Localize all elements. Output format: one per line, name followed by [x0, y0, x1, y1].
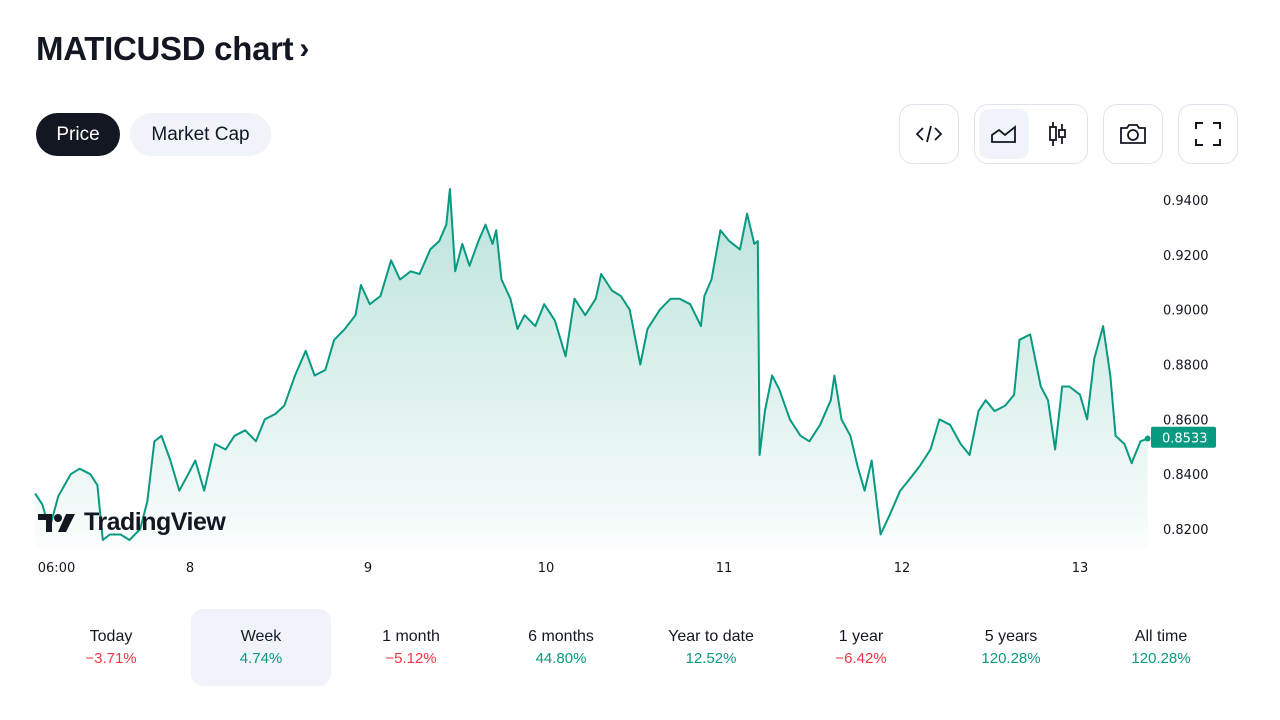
candles-chart-button[interactable]: [1033, 109, 1083, 159]
area-fill: [35, 189, 1148, 548]
period-all-time[interactable]: All time 120.28%: [1086, 609, 1236, 686]
last-price-label: 0.8533: [1162, 432, 1208, 447]
period-5-years[interactable]: 5 years 120.28%: [936, 609, 1086, 686]
period-change: −3.71%: [85, 650, 137, 667]
page-title: MATICUSD chart: [36, 30, 294, 67]
last-price-label-bg: [1151, 426, 1216, 448]
period-label: Year to date: [668, 628, 754, 645]
period-week[interactable]: Week 4.74%: [191, 609, 331, 686]
period-label: Week: [240, 628, 282, 645]
period-label: Today: [89, 628, 133, 645]
embed-code-icon: [915, 125, 943, 143]
embed-code-button[interactable]: [904, 109, 954, 159]
x-tick-label: 06:00: [38, 561, 75, 576]
period-change: −6.42%: [835, 650, 887, 667]
fullscreen-icon: [1195, 122, 1221, 146]
y-tick-label: 0.8600: [1163, 413, 1209, 428]
y-tick-label: 0.9000: [1163, 304, 1209, 319]
x-tick-label: 13: [1072, 561, 1089, 576]
period-change: −5.12%: [385, 650, 437, 667]
embed-button-group: [899, 104, 959, 164]
period-change: 4.74%: [239, 650, 283, 667]
period-label: 5 years: [984, 628, 1038, 645]
period-1-month[interactable]: 1 month −5.12%: [336, 609, 486, 686]
period-change: 12.52%: [685, 650, 737, 667]
snapshot-button-group: [1103, 104, 1163, 164]
last-price-dot: [1144, 435, 1151, 442]
y-tick-label: 0.8200: [1163, 523, 1209, 538]
watermark-text: TradingView: [84, 508, 226, 536]
period-6-months[interactable]: 6 months 44.80%: [486, 609, 636, 686]
x-tick-label: 9: [364, 561, 372, 576]
period-label: 6 months: [528, 628, 594, 645]
fullscreen-button[interactable]: [1183, 109, 1233, 159]
period-today[interactable]: Today −3.71%: [36, 609, 186, 686]
tradingview-logo-icon: [38, 513, 75, 532]
chart-title-link[interactable]: MATICUSD chart ›: [36, 30, 309, 68]
area-chart-button[interactable]: [979, 109, 1029, 159]
y-tick-label: 0.8400: [1163, 468, 1209, 483]
x-tick-label: 11: [716, 561, 733, 576]
price-line: [34, 188, 1148, 541]
period-selector: Today −3.71% Week 4.74% 1 month −5.12% 6 month…: [36, 609, 1236, 686]
fullscreen-button-group: [1178, 104, 1238, 164]
y-tick-label: 0.9400: [1163, 194, 1209, 209]
candles-chart-icon: [1049, 122, 1066, 146]
x-tick-label: 10: [538, 561, 555, 576]
period-label: 1 month: [382, 628, 440, 645]
y-tick-label: 0.8800: [1163, 359, 1209, 374]
price-chart[interactable]: 0.9400 0.9200 0.9000 0.8800 0.8600 0.8400 0.82…: [0, 170, 1280, 590]
x-tick-label: 12: [894, 561, 911, 576]
period-label: 1 year: [838, 628, 884, 645]
period-year-to-date[interactable]: Year to date 12.52%: [636, 609, 786, 686]
camera-icon: [1120, 124, 1146, 144]
chart-type-group: [974, 104, 1088, 164]
area-chart-icon: [991, 125, 1016, 143]
period-change: 44.80%: [535, 650, 587, 667]
y-tick-label: 0.9200: [1163, 249, 1209, 264]
period-change: 120.28%: [1131, 650, 1191, 667]
period-change: 120.28%: [981, 650, 1041, 667]
x-tick-label: 8: [186, 561, 194, 576]
snapshot-button[interactable]: [1108, 109, 1158, 159]
tab-price[interactable]: Price: [36, 113, 120, 156]
chevron-right-icon: ›: [299, 32, 310, 65]
tradingview-watermark: TradingView: [38, 508, 226, 537]
tab-market-cap[interactable]: Market Cap: [130, 113, 271, 156]
period-label: All time: [1134, 628, 1188, 645]
period-1-year[interactable]: 1 year −6.42%: [786, 609, 936, 686]
